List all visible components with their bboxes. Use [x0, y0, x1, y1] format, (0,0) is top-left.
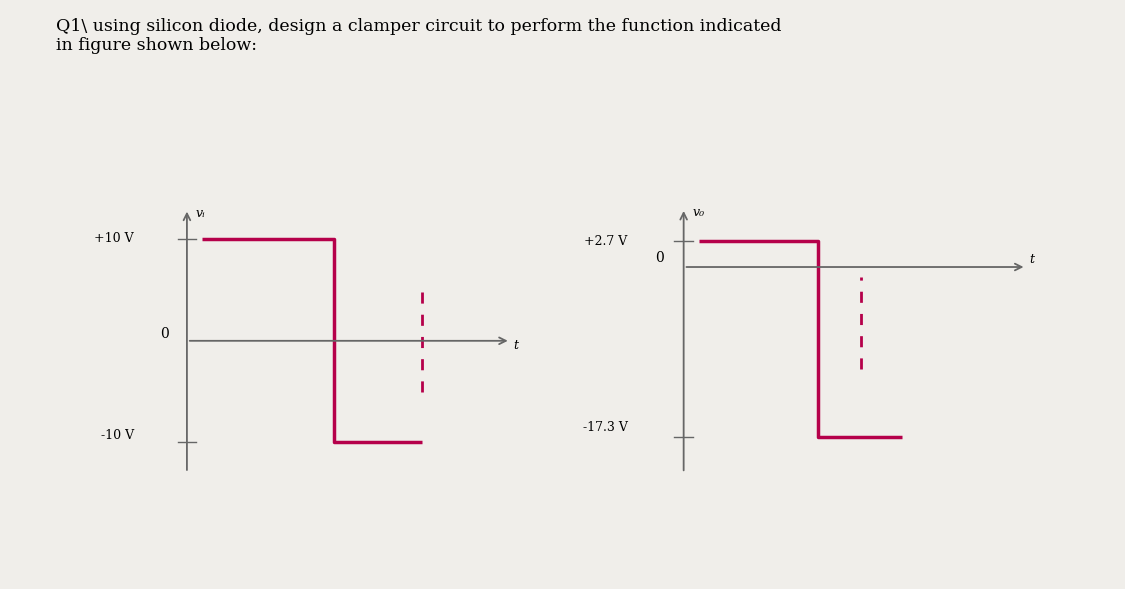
- Text: 0: 0: [656, 251, 665, 265]
- Text: t: t: [1029, 253, 1035, 266]
- Text: t: t: [513, 339, 519, 352]
- Text: v₀: v₀: [693, 206, 705, 219]
- Text: Q1\ using silicon diode, design a clamper circuit to perform the function indica: Q1\ using silicon diode, design a clampe…: [56, 18, 782, 54]
- Text: 0: 0: [161, 327, 169, 341]
- Text: +2.7 V: +2.7 V: [584, 236, 628, 249]
- Text: -10 V: -10 V: [101, 429, 134, 442]
- Text: vᵢ: vᵢ: [196, 207, 206, 220]
- Text: -17.3 V: -17.3 V: [583, 421, 628, 434]
- Text: +10 V: +10 V: [94, 232, 134, 245]
